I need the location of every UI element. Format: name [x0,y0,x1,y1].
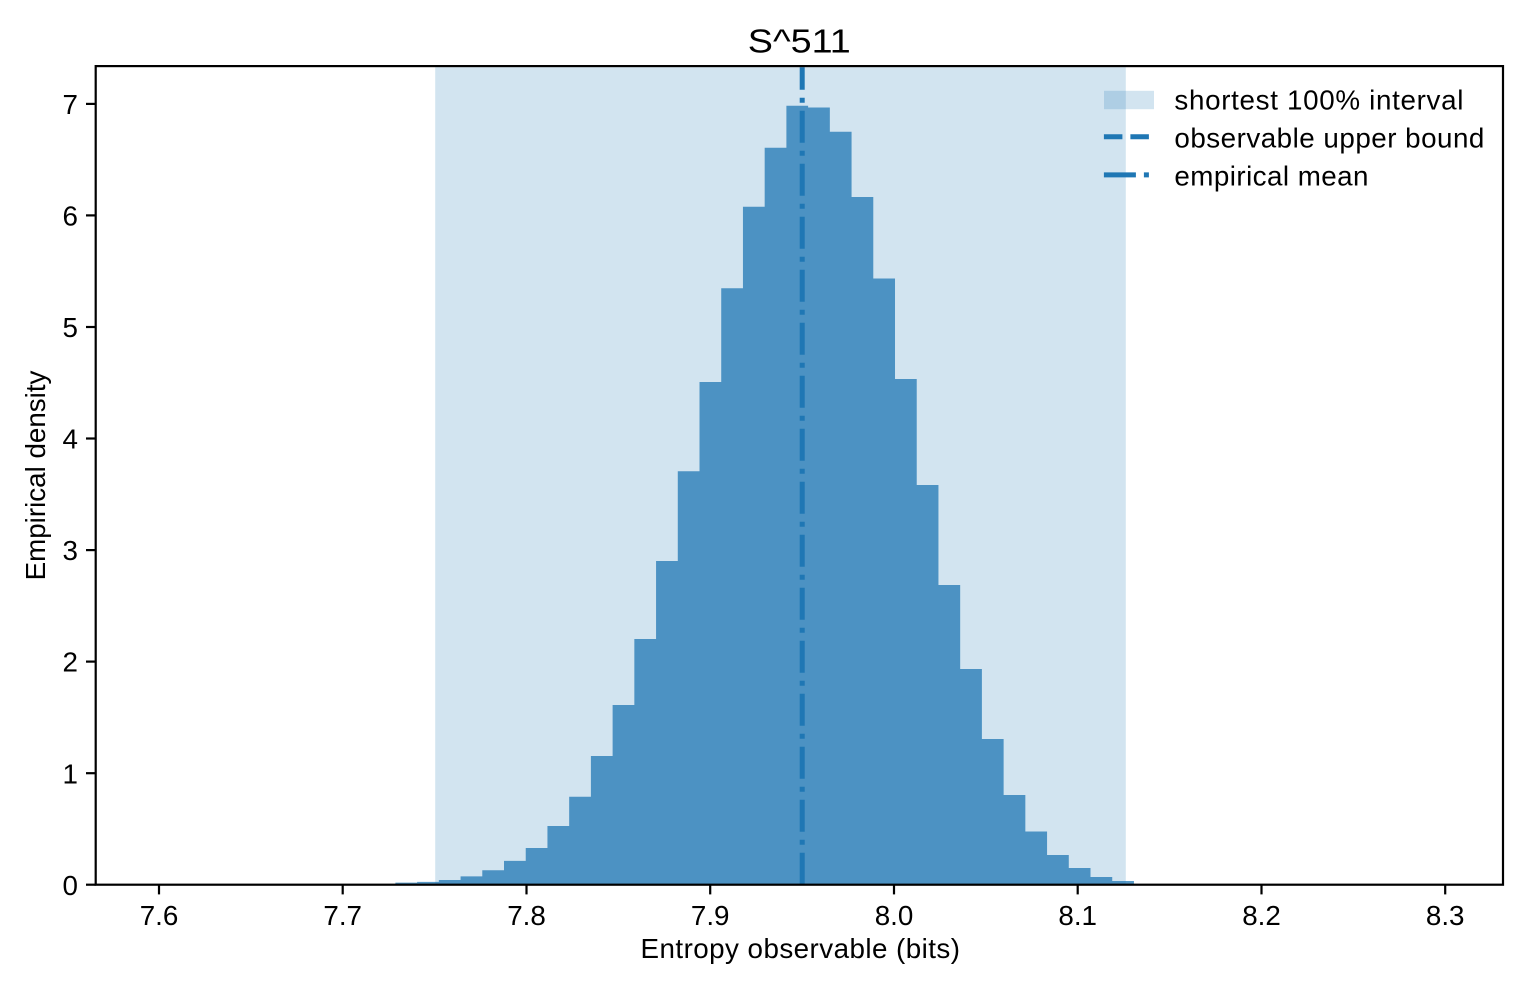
svg-text:S^511: S^511 [748,24,851,61]
svg-text:7.6: 7.6 [140,900,179,931]
svg-text:7: 7 [63,89,78,120]
svg-text:8.0: 8.0 [875,900,914,931]
svg-text:2: 2 [63,647,78,678]
svg-text:7.9: 7.9 [691,900,730,931]
svg-text:4: 4 [63,424,78,455]
svg-text:Empirical density: Empirical density [20,370,51,580]
svg-text:shortest 100% interval: shortest 100% interval [1174,85,1464,116]
svg-text:empirical mean: empirical mean [1174,161,1369,192]
svg-text:8.3: 8.3 [1426,900,1465,931]
svg-text:3: 3 [63,535,78,566]
svg-text:6: 6 [63,201,78,232]
svg-text:8.2: 8.2 [1242,900,1281,931]
svg-text:7.8: 7.8 [507,900,546,931]
svg-text:0: 0 [63,870,78,901]
svg-text:observable upper bound: observable upper bound [1174,123,1484,154]
svg-text:7.7: 7.7 [323,900,362,931]
svg-text:1: 1 [63,758,78,789]
svg-text:Entropy observable (bits): Entropy observable (bits) [641,933,961,964]
svg-text:8.1: 8.1 [1058,900,1097,931]
svg-text:5: 5 [63,312,78,343]
